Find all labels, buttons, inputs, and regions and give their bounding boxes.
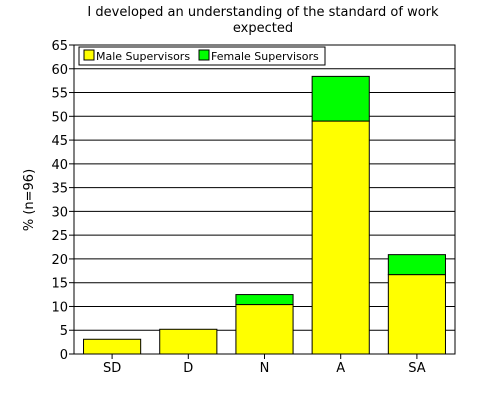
bar-a-male	[311, 120, 370, 355]
y-tick-label: 0	[60, 348, 68, 363]
bar-sd-male	[83, 338, 142, 355]
y-tick-label: 20	[51, 253, 68, 268]
plot-frame	[73, 44, 456, 355]
legend-label-female: Female Supervisors	[211, 50, 319, 63]
x-axis-ticks: SD D N A SA	[103, 354, 426, 376]
y-tick-label: 30	[51, 205, 68, 220]
x-tick-label-sd: SD	[103, 361, 121, 376]
x-tick-label-a: A	[336, 361, 345, 376]
bar-a-female	[311, 75, 370, 122]
chart-title-line-2: expected	[233, 21, 293, 36]
y-tick-label: 55	[51, 87, 68, 102]
bars	[83, 75, 446, 355]
y-tick-label: 25	[51, 229, 68, 244]
y-tick-label: 65	[51, 39, 68, 54]
bar-d-male	[159, 328, 218, 355]
y-tick-label: 45	[51, 134, 68, 149]
y-tick-label: 40	[51, 158, 68, 173]
y-tick-label: 35	[51, 182, 68, 197]
bar-n-male	[235, 304, 294, 355]
x-tick-label-d: D	[183, 361, 193, 376]
x-tick-label-sa: SA	[408, 361, 425, 376]
y-axis-ticks: 0 5 10 15 20 25 30 35 40 45 50 55 60 65	[51, 39, 74, 363]
legend-swatch-male	[83, 49, 95, 61]
y-tick-label: 15	[51, 277, 68, 292]
chart-title-line-1: I developed an understanding of the stan…	[87, 5, 439, 20]
bar-sa-male	[387, 274, 446, 355]
legend-swatch-female	[198, 49, 210, 61]
y-axis-label: % (n=96)	[22, 169, 37, 231]
gridlines	[74, 68, 455, 331]
x-tick-label-n: N	[260, 361, 270, 376]
legend-label-male: Male Supervisors	[96, 50, 190, 63]
legend: Male Supervisors Female Supervisors	[78, 46, 326, 66]
y-tick-label: 10	[51, 300, 68, 315]
bar-n-female	[235, 294, 294, 306]
y-tick-label: 5	[60, 324, 68, 339]
y-tick-label: 50	[51, 110, 68, 125]
y-tick-label: 60	[51, 63, 68, 78]
bar-sa-female	[387, 254, 446, 276]
